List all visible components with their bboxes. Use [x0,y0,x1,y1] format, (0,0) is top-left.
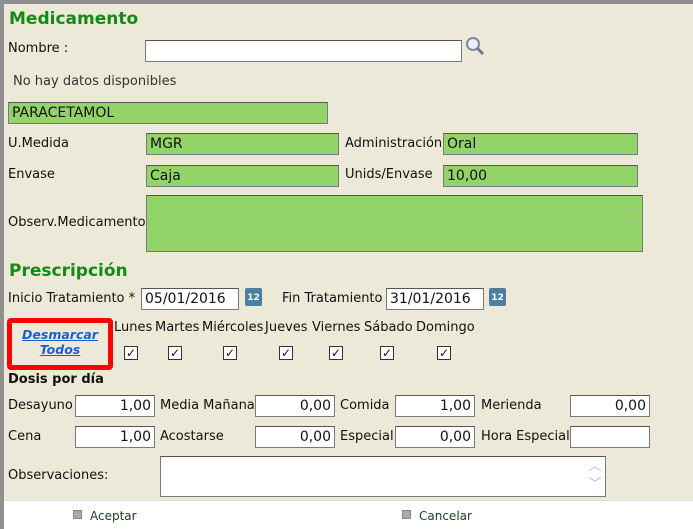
aceptar-button[interactable]: Aceptar [73,509,137,523]
section-title-medicamento: Medicamento [9,9,139,29]
day-label-sabado: Sábado [364,320,413,335]
desmarcar-text: Desmarcar [22,327,98,342]
umedida-field[interactable]: MGR [146,133,339,155]
merienda-label: Merienda [481,398,542,413]
scrollbar[interactable]: ︿ ﹀ [625,201,639,234]
comida-input[interactable]: 1,00 [395,395,475,417]
day-label-lunes: Lunes [114,320,153,335]
medication-dialog: Medicamento Nombre : No hay datos dispon… [4,4,693,529]
no-data-text: No hay datos disponibles [13,74,177,89]
fin-date-input[interactable]: 31/01/2016 [386,288,484,310]
acostarse-label: Acostarse [160,429,224,444]
cena-input[interactable]: 1,00 [75,426,155,448]
hora-especial-input[interactable] [570,426,650,448]
checkbox-martes[interactable]: ✓ [168,346,182,360]
cancelar-button[interactable]: Cancelar [402,509,472,523]
unids-envase-label: Unids/Envase [345,167,433,182]
merienda-input[interactable]: 0,00 [570,395,650,417]
dosis-title: Dosis por día [8,372,104,387]
aceptar-label: Aceptar [90,509,137,523]
cancelar-label: Cancelar [419,509,472,523]
umedida-label: U.Medida [8,136,69,151]
fin-label: Fin Tratamiento [282,291,383,306]
desayuno-label: Desayuno [8,398,73,413]
media-manana-input[interactable]: 0,00 [255,395,335,417]
button-icon [402,510,411,519]
hora-especial-label: Hora Especial [481,429,570,444]
inicio-label: Inicio Tratamiento * [8,291,136,306]
observ-medicamento-textarea[interactable]: ︿ ﹀ [146,195,643,252]
envase-field[interactable]: Caja [146,165,339,187]
calendar-icon[interactable]: 12 [245,288,262,306]
checkbox-jueves[interactable]: ✓ [279,346,293,360]
desayuno-input[interactable]: 1,00 [75,395,155,417]
administracion-field[interactable]: Oral [443,133,638,155]
calendar-icon[interactable]: 12 [489,288,506,306]
especial-input[interactable]: 0,00 [395,426,475,448]
scrollbar[interactable]: ︿ ﹀ [588,459,602,492]
cena-label: Cena [8,429,42,444]
checkbox-sabado[interactable]: ✓ [380,346,394,360]
acostarse-input[interactable]: 0,00 [255,426,335,448]
checkbox-domingo[interactable]: ✓ [437,346,451,360]
administracion-label: Administración [345,136,443,151]
observaciones-textarea[interactable]: ︿ ﹀ [160,456,606,497]
checkbox-viernes[interactable]: ✓ [329,346,343,360]
checkbox-miercoles[interactable]: ✓ [223,346,237,360]
day-label-jueves: Jueves [265,320,308,335]
medicamento-selected[interactable]: PARACETAMOL [8,102,328,124]
day-label-miercoles: Miércoles [202,320,264,335]
envase-label: Envase [8,167,55,182]
especial-label: Especial [340,429,394,444]
footer-bar: Aceptar Cancelar [4,500,693,529]
day-label-viernes: Viernes [312,320,361,335]
observ-medicamento-label: Observ.Medicamento [8,215,146,230]
checkbox-lunes[interactable]: ✓ [124,346,138,360]
inicio-date-input[interactable]: 05/01/2016 [141,288,239,310]
button-icon [73,510,82,519]
media-manana-label: Media Mañana [160,398,255,413]
unids-envase-field[interactable]: 10,00 [443,165,638,187]
comida-label: Comida [340,398,390,413]
nombre-label: Nombre : [8,41,69,56]
search-icon[interactable] [464,35,486,57]
day-label-martes: Martes [155,320,200,335]
desmarcar-todos-link[interactable]: Desmarcar Todos [7,318,113,370]
observaciones-label: Observaciones: [8,468,109,483]
nombre-input[interactable] [145,40,462,62]
day-label-domingo: Domingo [416,320,475,335]
section-title-prescripcion: Prescripción [9,261,128,281]
todos-text: Todos [39,342,81,357]
